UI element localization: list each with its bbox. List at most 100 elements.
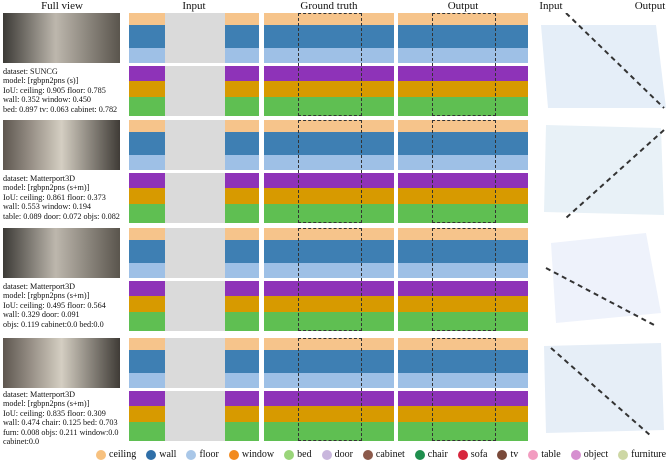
legend: ceiling wall floor window bed door cabin…: [96, 449, 666, 460]
point-cloud-view: [536, 338, 668, 437]
caption-dataset: dataset: Matterport3D: [3, 282, 76, 291]
caption-dataset: dataset: Matterport3D: [3, 390, 76, 399]
output-bottom-tile: [398, 391, 528, 441]
row-caption: dataset: SUNCG model: [rgbpn2pns (s)] IoU:…: [3, 67, 117, 114]
point-cloud-view: [536, 228, 668, 327]
legend-label: table: [541, 449, 561, 460]
legend-swatch: [497, 449, 508, 460]
legend-swatch: [96, 449, 106, 460]
legend-item: cabinet: [362, 449, 405, 460]
output-top-tile: [398, 13, 528, 63]
legend-label: tv: [510, 449, 519, 460]
legend-swatch: [457, 449, 468, 460]
gt-dashed-box: [298, 13, 362, 116]
output-bottom-tile: [398, 281, 528, 331]
legend-item: bed: [284, 449, 312, 460]
legend-swatch: [146, 449, 157, 460]
row-caption: dataset: Matterport3D model: [rgbpn2pns (…: [3, 174, 120, 221]
caption-iou: IoU: ceiling: 0.861 floor: 0.373: [3, 192, 106, 202]
caption-dataset: dataset: Matterport3D: [3, 174, 76, 183]
legend-swatch: [570, 449, 581, 460]
legend-swatch: [528, 449, 539, 460]
header-ground-truth: Ground truth: [300, 0, 358, 12]
input-top-tile: [129, 228, 259, 278]
legend-label: door: [334, 449, 353, 460]
legend-label: floor: [199, 449, 219, 460]
header-input-right: Input: [539, 0, 563, 12]
ground-truth-top-tile: [264, 338, 394, 388]
legend-item: object: [570, 449, 609, 460]
caption-model: model: [rgbpn2pns (s+m)]: [3, 399, 90, 409]
ground-truth-top-tile: [264, 228, 394, 278]
legend-swatch: [321, 449, 332, 460]
caption-iou-3: furn: 0.008 objs: 0.211 window:0.0: [3, 427, 119, 437]
output-dashed-box: [432, 13, 496, 116]
full-view-image: [3, 13, 120, 63]
output-dashed-box: [432, 228, 496, 331]
caption-iou: IoU: ceiling: 0.495 floor: 0.564: [3, 300, 106, 310]
caption-iou-2: wall: 0.352 window: 0.450: [3, 95, 92, 105]
point-cloud-view: [536, 12, 668, 112]
input-bottom-tile: [129, 66, 259, 116]
header-output-right: Output: [634, 0, 666, 12]
legend-label: chair: [427, 449, 448, 460]
legend-label: window: [241, 449, 275, 460]
caption-model: model: [rgbpn2pns (s)]: [3, 76, 79, 86]
header-full-view: Full view: [41, 0, 83, 12]
legend-swatch: [228, 449, 239, 460]
caption-iou-4: cabinet:0.0: [3, 437, 40, 447]
legend-label: sofa: [470, 449, 488, 460]
legend-label: cabinet: [375, 449, 405, 460]
caption-iou-3: table: 0.089 door: 0.072 objs: 0.082: [3, 211, 120, 221]
ground-truth-top-tile: [264, 120, 394, 170]
input-top-tile: [129, 120, 259, 170]
legend-swatch: [186, 449, 197, 460]
legend-item: wall: [146, 449, 176, 460]
legend-item: door: [321, 449, 353, 460]
output-dashed-box: [432, 120, 496, 223]
gt-dashed-box: [298, 228, 362, 331]
caption-iou: IoU: ceiling: 0.905 floor: 0.785: [3, 85, 106, 95]
legend-item: furniture: [618, 449, 666, 460]
legend-label: object: [583, 449, 609, 460]
header-output: Output: [447, 0, 479, 12]
caption-iou-2: wall: 0.553 window: 0.194: [3, 202, 92, 212]
input-top-tile: [129, 338, 259, 388]
caption-iou-2: wall: 0.329 door: 0.091: [3, 310, 80, 320]
output-dashed-box: [432, 338, 496, 441]
full-view-image: [3, 338, 120, 388]
output-top-tile: [398, 228, 528, 278]
legend-swatch: [414, 449, 425, 460]
legend-label: ceiling: [109, 449, 137, 460]
input-top-tile: [129, 13, 259, 63]
caption-dataset: dataset: SUNCG: [3, 67, 58, 76]
full-view-image: [3, 120, 120, 170]
legend-swatch: [362, 449, 373, 460]
ground-truth-bottom-tile: [264, 391, 394, 441]
ground-truth-bottom-tile: [264, 173, 394, 223]
legend-item: floor: [186, 449, 219, 460]
caption-iou-3: bed: 0.897 tv: 0.063 cabinet: 0.782: [3, 104, 118, 114]
gt-dashed-box: [298, 338, 362, 441]
legend-label: bed: [297, 449, 312, 460]
caption-model: model: [rgbpn2pns (s+m)]: [3, 291, 90, 301]
legend-item: chair: [414, 449, 448, 460]
input-bottom-tile: [129, 391, 259, 441]
caption-iou-2: wall: 0.474 chair: 0.125 bed: 0.703: [3, 418, 118, 428]
legend-item: window: [228, 449, 275, 460]
legend-item: tv: [497, 449, 518, 460]
caption-iou: IoU: ceiling: 0.835 floor: 0.309: [3, 408, 106, 418]
caption-iou-3: objs: 0.119 cabinet:0.0 bed:0.0: [3, 319, 104, 329]
legend-swatch: [618, 449, 629, 460]
gt-dashed-box: [298, 120, 362, 223]
ground-truth-top-tile: [264, 13, 394, 63]
ground-truth-bottom-tile: [264, 281, 394, 331]
output-top-tile: [398, 120, 528, 170]
point-cloud-view: [536, 120, 668, 219]
input-bottom-tile: [129, 281, 259, 331]
output-top-tile: [398, 338, 528, 388]
row-caption: dataset: Matterport3D model: [rgbpn2pns (…: [3, 282, 106, 329]
legend-item: sofa: [457, 449, 488, 460]
legend-item: table: [528, 449, 561, 460]
full-view-image: [3, 228, 120, 278]
